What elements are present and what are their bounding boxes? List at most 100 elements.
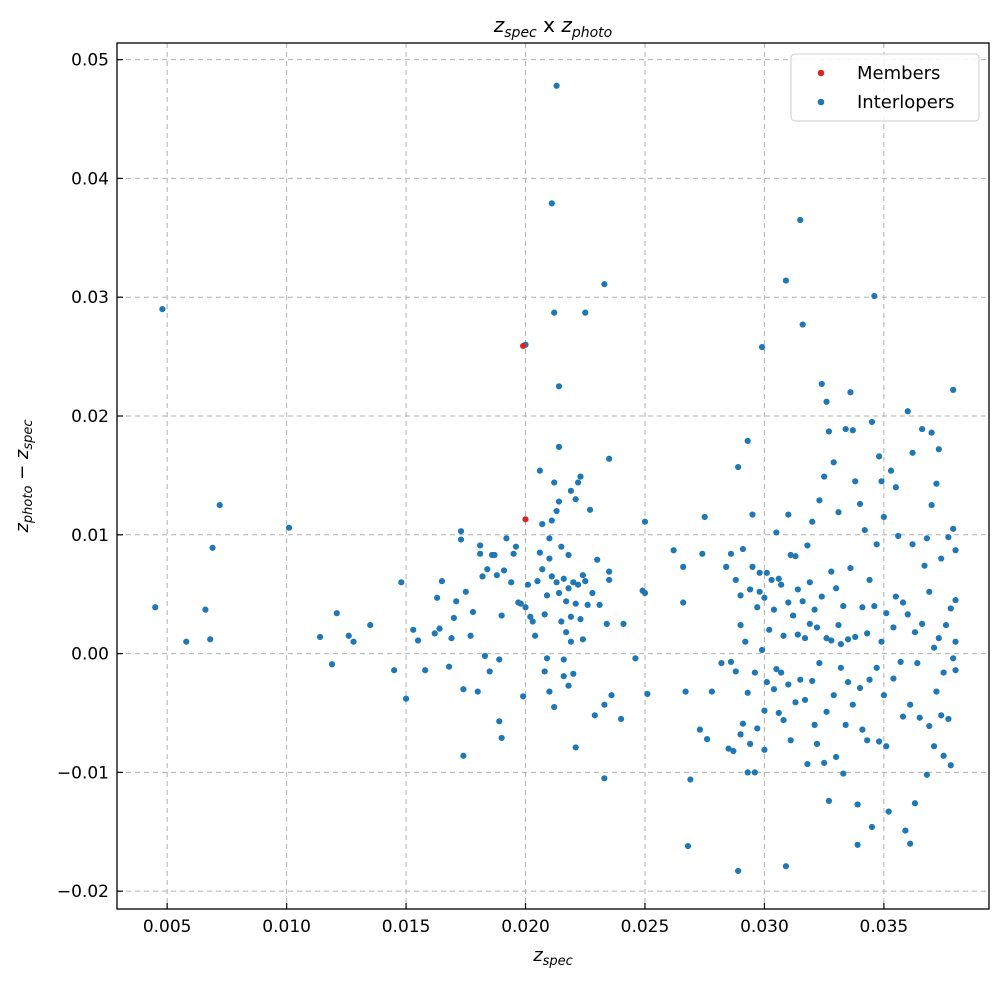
interloper-point bbox=[159, 305, 166, 313]
interloper-point bbox=[742, 638, 749, 645]
interloper-point bbox=[594, 556, 601, 563]
legend: Members Interlopers bbox=[790, 53, 980, 122]
interloper-point bbox=[591, 712, 598, 719]
chart-title: zspec x zphoto bbox=[493, 13, 612, 41]
interloper-point bbox=[680, 599, 687, 606]
interloper-point bbox=[438, 578, 446, 585]
interloper-point bbox=[617, 715, 625, 723]
interloper-point bbox=[567, 638, 575, 645]
interloper-point bbox=[183, 638, 190, 645]
interloper-point bbox=[799, 598, 806, 605]
interloper-point bbox=[584, 601, 591, 608]
interloper-point bbox=[589, 589, 596, 597]
interloper-point bbox=[527, 613, 534, 620]
x-tick-label: 0.030 bbox=[740, 917, 789, 937]
interloper-point bbox=[866, 676, 873, 683]
interloper-point bbox=[785, 511, 792, 518]
interloper-point bbox=[565, 682, 572, 689]
interloper-point bbox=[859, 726, 866, 733]
interloper-point bbox=[460, 686, 467, 693]
interloper-point bbox=[873, 664, 880, 671]
interloper-point bbox=[842, 721, 849, 728]
legend-marker-members bbox=[817, 69, 825, 77]
interloper-point bbox=[522, 604, 529, 611]
interloper-point bbox=[873, 541, 880, 548]
interloper-point bbox=[565, 585, 572, 592]
interloper-point bbox=[577, 616, 584, 623]
interloper-point bbox=[928, 429, 935, 436]
interloper-point bbox=[770, 686, 778, 693]
interloper-point bbox=[582, 578, 589, 585]
interloper-point bbox=[477, 542, 484, 549]
interloper-point bbox=[560, 575, 567, 582]
interloper-point bbox=[852, 478, 859, 485]
interloper-point bbox=[933, 688, 940, 695]
interloper-point bbox=[469, 608, 477, 616]
interloper-point bbox=[350, 638, 357, 645]
interloper-point bbox=[684, 842, 692, 850]
interloper-point bbox=[813, 624, 821, 631]
y-tick-label: 0.05 bbox=[71, 51, 109, 71]
interloper-point bbox=[785, 599, 792, 606]
interloper-point bbox=[785, 681, 792, 688]
interloper-point bbox=[952, 667, 959, 674]
interloper-point bbox=[797, 676, 804, 683]
interloper-point bbox=[821, 473, 828, 480]
interloper-point bbox=[950, 525, 957, 532]
y-tick-label: 0.01 bbox=[71, 526, 109, 546]
interloper-point bbox=[950, 386, 957, 393]
interloper-point bbox=[825, 797, 833, 804]
interloper-point bbox=[763, 679, 770, 686]
interloper-point bbox=[938, 555, 945, 562]
interloper-point bbox=[725, 745, 732, 752]
interloper-point bbox=[909, 449, 916, 456]
interloper-point bbox=[930, 743, 938, 750]
interloper-point bbox=[546, 535, 553, 542]
x-tick-label: 0.025 bbox=[621, 917, 670, 937]
interloper-point bbox=[761, 707, 768, 714]
interloper-point bbox=[558, 618, 565, 625]
interloper-point bbox=[601, 775, 608, 782]
interloper-point bbox=[940, 669, 947, 676]
interloper-point bbox=[811, 721, 818, 728]
interloper-point bbox=[644, 690, 651, 698]
interloper-point bbox=[718, 659, 725, 667]
interloper-point bbox=[152, 604, 159, 611]
interloper-point bbox=[856, 684, 864, 692]
interloper-point bbox=[606, 576, 613, 584]
interloper-point bbox=[782, 863, 790, 870]
interloper-point bbox=[701, 513, 708, 521]
y-tick-label: 0.00 bbox=[71, 645, 109, 665]
interloper-point bbox=[553, 507, 560, 515]
interloper-point bbox=[553, 82, 560, 89]
interloper-point bbox=[902, 827, 909, 834]
interloper-point bbox=[699, 550, 706, 557]
interloper-point bbox=[316, 633, 324, 641]
interloper-point bbox=[847, 564, 854, 572]
interloper-point bbox=[928, 502, 935, 509]
interloper-point bbox=[801, 635, 809, 642]
interloper-point bbox=[871, 602, 878, 610]
interloper-point bbox=[453, 598, 460, 605]
interloper-point bbox=[816, 659, 823, 667]
interloper-point bbox=[749, 563, 756, 570]
interloper-point bbox=[737, 731, 744, 738]
y-tick-label: −0.02 bbox=[57, 882, 109, 902]
interloper-point bbox=[749, 511, 756, 518]
interloper-point bbox=[551, 479, 558, 486]
x-tick-label: 0.010 bbox=[262, 917, 311, 937]
interloper-point bbox=[398, 579, 405, 586]
interloper-point bbox=[904, 408, 911, 415]
interloper-point bbox=[410, 626, 417, 633]
interloper-point bbox=[730, 747, 737, 755]
interloper-point bbox=[804, 542, 811, 549]
interloper-point bbox=[548, 517, 555, 524]
interloper-point bbox=[574, 581, 582, 588]
interloper-point bbox=[852, 633, 859, 641]
interloper-point bbox=[579, 636, 586, 643]
interloper-point bbox=[907, 701, 914, 708]
interloper-point bbox=[828, 568, 835, 575]
interloper-point bbox=[574, 479, 582, 486]
interloper-point bbox=[601, 701, 608, 708]
interloper-point bbox=[792, 699, 799, 706]
